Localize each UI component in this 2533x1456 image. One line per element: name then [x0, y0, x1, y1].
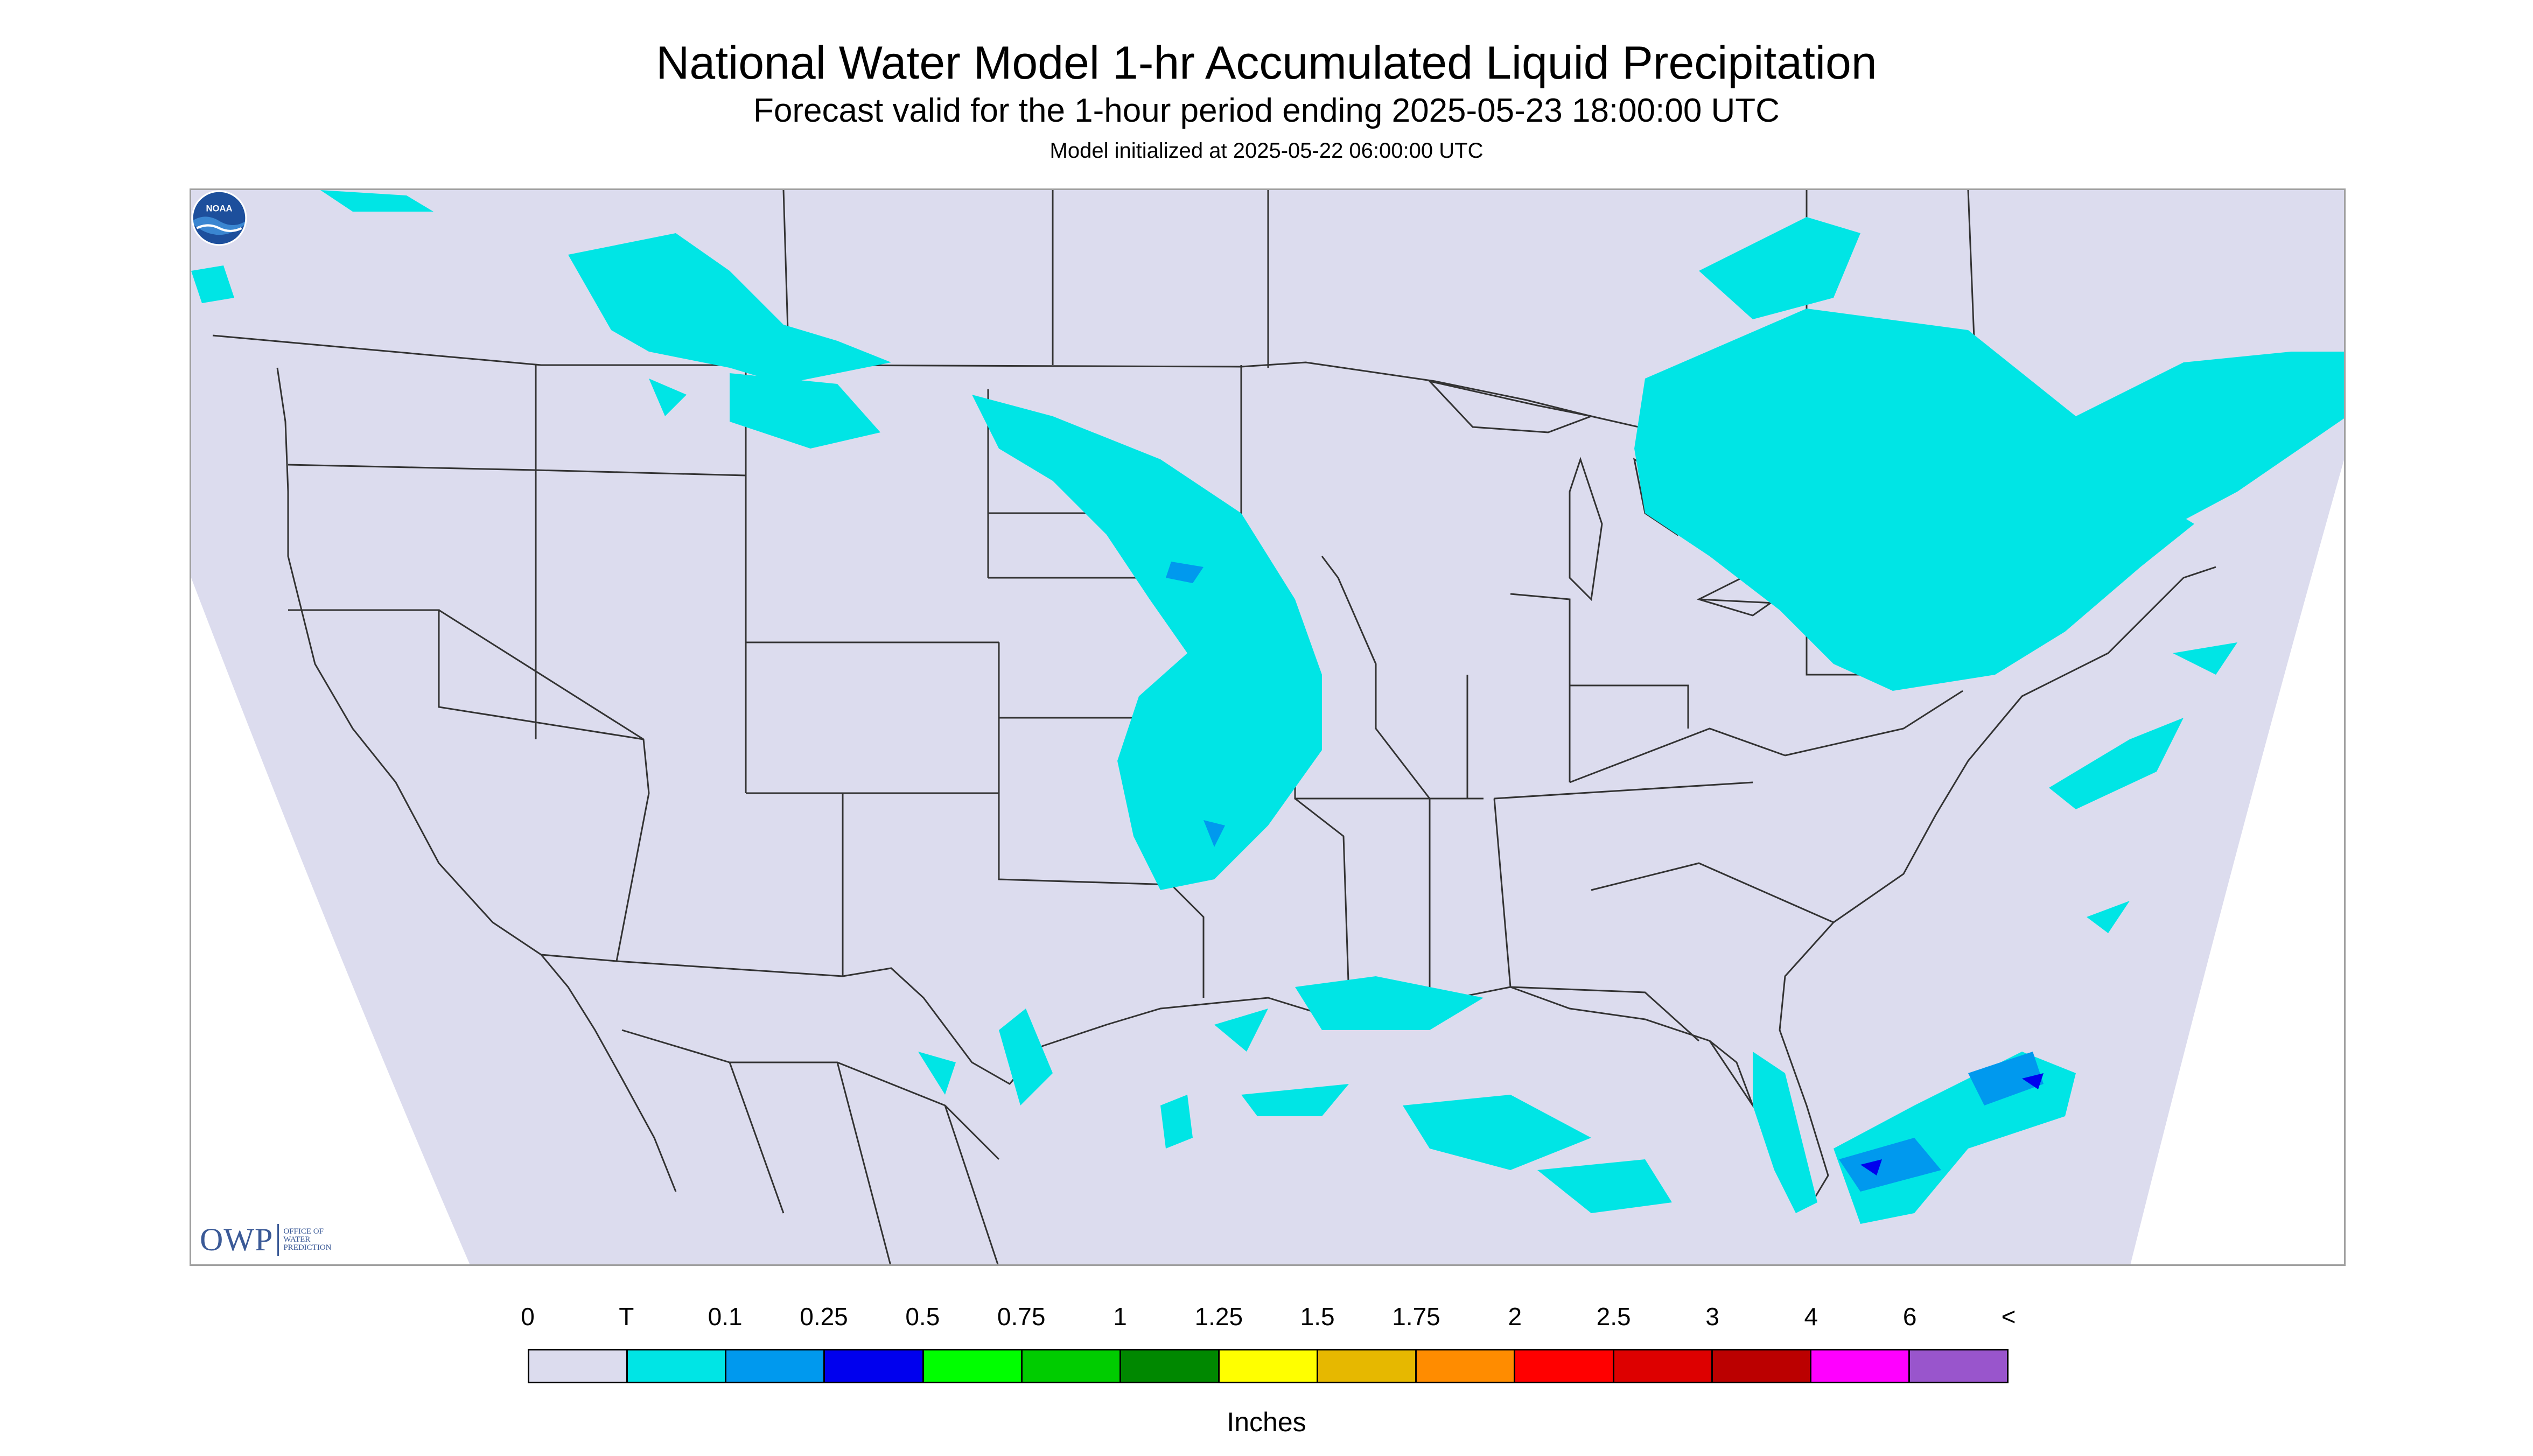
precip-northeast: [2076, 352, 2344, 535]
legend-swatch: [1219, 1350, 1319, 1382]
noaa-logo-text: NOAA: [206, 204, 233, 214]
owp-logo-mark: OWP: [200, 1222, 274, 1257]
legend-label: 1.25: [1194, 1303, 1243, 1331]
legend-label: 0: [521, 1303, 535, 1331]
precip-great-lakes: [1634, 309, 2194, 691]
noaa-logo-icon: NOAA: [191, 190, 247, 246]
precip-plains-band: [972, 395, 1322, 890]
legend-label: 6: [1902, 1303, 1917, 1331]
legend-swatch: [1417, 1350, 1516, 1382]
legend-label: 2.5: [1596, 1303, 1631, 1331]
legend-label: 0.1: [708, 1303, 743, 1331]
legend-swatch: [1022, 1350, 1121, 1382]
legend-units: Inches: [1227, 1407, 1306, 1437]
mexico-state-lines: [621, 1029, 1000, 1264]
model-init-text: Model initialized at 2025-05-22 06:00:00…: [1049, 139, 1484, 163]
owp-logo: OWP OFFICE OF WATER PREDICTION: [200, 1221, 332, 1258]
precipitation-moderate: [1860, 1073, 2044, 1175]
pacific-coastline: [276, 367, 677, 1192]
legend-label: 1: [1113, 1303, 1127, 1331]
us-mexico-border: [541, 954, 1043, 1085]
legend-colorbar: [528, 1349, 2009, 1383]
legend-label: 0.25: [800, 1303, 848, 1331]
precip-light-nebraska: [1166, 562, 1203, 583]
owp-logo-line: PREDICTION: [283, 1243, 332, 1252]
precip-light-oklahoma: [1203, 820, 1225, 847]
precip-mexico: [918, 1009, 1193, 1149]
legend-swatch: [1909, 1350, 2007, 1382]
precip-gulf: [1214, 976, 1672, 1213]
legend-swatch: [1712, 1350, 1811, 1382]
legend-swatch: [1614, 1350, 1713, 1382]
precip-florida: [1753, 1052, 1817, 1213]
map-subtitle: Forecast valid for the 1-hour period end…: [753, 92, 1780, 129]
legend-swatch: [628, 1350, 727, 1382]
legend-swatch: [1515, 1350, 1614, 1382]
precip-moderate-caribbean: [1860, 1073, 2044, 1175]
owp-logo-line: OFFICE OF: [283, 1227, 324, 1236]
owp-logo-text: OFFICE OF WATER PREDICTION: [283, 1228, 331, 1252]
owp-logo-line: WATER: [283, 1235, 311, 1244]
legend-swatch: [825, 1350, 924, 1382]
legend-label: 0.75: [997, 1303, 1046, 1331]
legend-label: 2: [1508, 1303, 1522, 1331]
legend-label: 0.5: [905, 1303, 940, 1331]
legend-swatch: [923, 1350, 1023, 1382]
precip-northwest: [191, 190, 891, 449]
map-canvas: [191, 190, 2344, 1264]
canada-province-lines: [782, 190, 1980, 524]
legend-swatch: [726, 1350, 825, 1382]
precip-atlantic: [2049, 642, 2237, 933]
legend-label: 4: [1804, 1303, 1818, 1331]
precip-light-florida: [1839, 1138, 1941, 1192]
legend-labels: 0 T 0.1 0.25 0.5 0.75 1 1.25 1.5 1.75 2 2.5 3 4 6 <: [0, 1302, 2533, 1334]
legend-label: 1.75: [1392, 1303, 1440, 1331]
precip-quebec: [1699, 217, 1860, 319]
legend-label: 3: [1705, 1303, 1719, 1331]
legend-label: 1.5: [1300, 1303, 1335, 1331]
precipitation-map: OWP OFFICE OF WATER PREDICTION NOAA: [190, 188, 2346, 1266]
legend-swatch: [1318, 1350, 1417, 1382]
legend-label: <: [2001, 1303, 2016, 1331]
owp-logo-divider: [277, 1223, 279, 1256]
map-title: National Water Model 1-hr Accumulated Li…: [656, 37, 1877, 89]
legend-swatch: [1121, 1350, 1220, 1382]
legend-swatch: [1811, 1350, 1910, 1382]
precipitation-heavier: [1166, 562, 2044, 1192]
precip-light-caribbean: [1968, 1052, 2044, 1105]
legend-swatch: [529, 1350, 628, 1382]
legend-label: T: [619, 1303, 634, 1331]
